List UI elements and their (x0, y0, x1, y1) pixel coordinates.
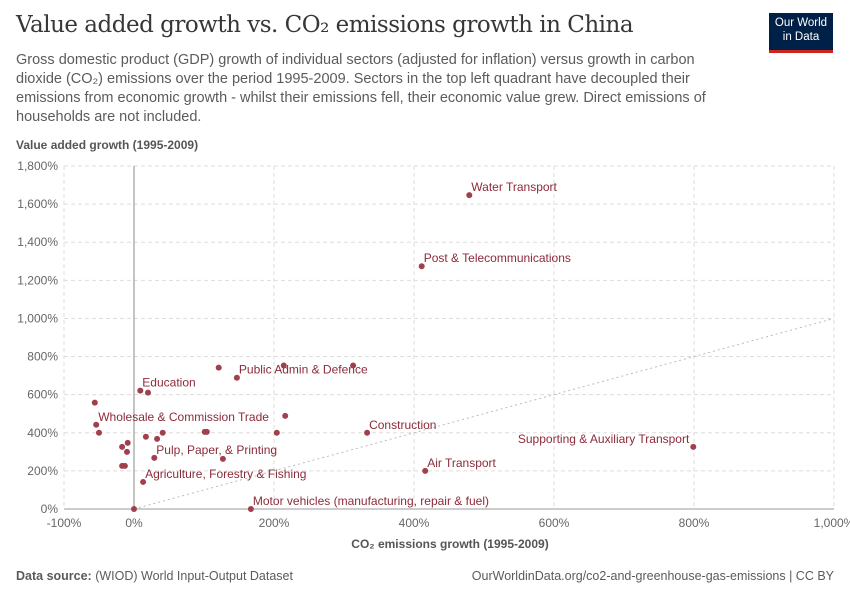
y-tick-label: 800% (27, 350, 58, 364)
data-point-label: Construction (369, 418, 436, 432)
data-point-label: Post & Telecommunications (424, 251, 571, 265)
data-point (273, 429, 280, 436)
logo-text: Our World in Data (774, 17, 828, 43)
data-point (131, 506, 137, 512)
data-point (119, 443, 126, 450)
owid-logo[interactable]: Our World in Data (769, 13, 833, 53)
x-tick-label: 200% (259, 516, 290, 530)
data-point (350, 362, 357, 369)
data-point (124, 448, 130, 455)
data-point-label: Education (142, 376, 195, 390)
data-point (154, 435, 161, 442)
data-point (151, 454, 158, 461)
data-point (219, 455, 226, 462)
data-point-label: Pulp, Paper, & Printing (156, 443, 277, 457)
y-axis-label: Value added growth (1995-2009) (16, 138, 199, 152)
data-point (121, 462, 128, 469)
x-tick-label: 0% (125, 516, 143, 530)
data-point (137, 387, 144, 394)
data-point (466, 192, 473, 199)
x-axis-label: CO₂ emissions growth (1995-2009) (351, 537, 549, 551)
data-point (140, 478, 147, 485)
data-point (203, 428, 210, 435)
data-point (247, 506, 254, 512)
data-point (159, 429, 166, 436)
y-tick-label: 1,800% (17, 159, 58, 173)
y-tick-label: 600% (27, 388, 58, 402)
data-point (418, 263, 425, 270)
page-title: Value added growth vs. CO₂ emissions gro… (16, 12, 634, 38)
reference-line-y-equals-x (133, 317, 835, 510)
data-point-label: Agriculture, Forestry & Fishing (145, 467, 306, 481)
data-point (364, 429, 371, 436)
data-point (690, 443, 697, 450)
source-text[interactable]: (WIOD) World Input-Output Dataset (95, 569, 293, 583)
y-tick-label: 1,200% (17, 273, 58, 287)
y-tick-label: 0% (41, 502, 59, 516)
x-tick-label: 800% (679, 516, 710, 530)
x-tick-label: 400% (399, 516, 430, 530)
x-tick-label: -100% (47, 516, 82, 530)
data-point (282, 412, 289, 419)
y-tick-label: 400% (27, 426, 58, 440)
data-point-label: Air Transport (427, 456, 496, 470)
x-tick-label: 600% (539, 516, 570, 530)
data-point (91, 399, 98, 406)
data-point-label: Motor vehicles (manufacturing, repair & … (253, 494, 489, 508)
source-label: Data source: (16, 569, 92, 583)
data-point (96, 429, 102, 436)
data-point (233, 374, 240, 381)
data-point (215, 364, 222, 371)
y-tick-label: 1,400% (17, 235, 58, 249)
data-point-label: Supporting & Auxiliary Transport (518, 432, 690, 446)
data-point-label: Public Admin & Defence (239, 363, 368, 377)
footer-url[interactable]: OurWorldinData.org/co2-and-greenhouse-ga… (471, 569, 834, 583)
data-point (142, 433, 149, 440)
x-tick-label: 1,000% (814, 516, 850, 530)
y-tick-label: 200% (27, 464, 58, 478)
y-tick-label: 1,600% (17, 197, 58, 211)
data-point-label: Water Transport (471, 180, 557, 194)
subtitle: Gross domestic product (GDP) growth of i… (16, 52, 706, 125)
data-point (280, 362, 287, 369)
data-point (93, 421, 100, 428)
data-point (145, 389, 151, 396)
data-point-label: Wholesale & Commission Trade (98, 410, 269, 424)
y-tick-label: 1,000% (17, 311, 58, 325)
data-source: Data source: (WIOD) World Input-Output D… (16, 569, 293, 583)
data-point (422, 467, 429, 474)
data-point (124, 439, 131, 446)
